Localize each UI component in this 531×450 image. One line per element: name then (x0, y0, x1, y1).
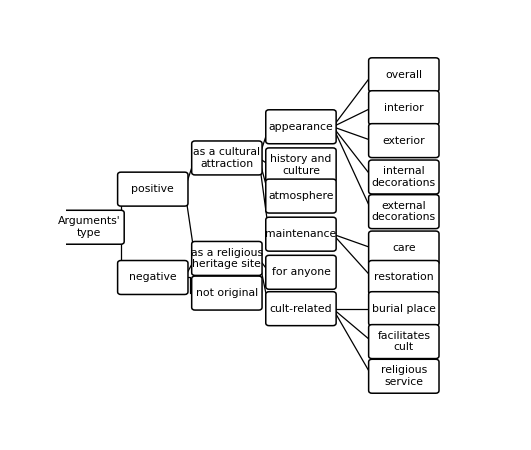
Text: internal
decorations: internal decorations (372, 166, 436, 188)
FancyBboxPatch shape (54, 210, 124, 244)
Text: for anyone: for anyone (271, 267, 330, 277)
FancyBboxPatch shape (266, 217, 336, 251)
Text: negative: negative (129, 273, 177, 283)
FancyBboxPatch shape (266, 148, 336, 182)
Text: appearance: appearance (269, 122, 333, 132)
Text: burial place: burial place (372, 304, 436, 314)
FancyBboxPatch shape (192, 141, 262, 175)
FancyBboxPatch shape (266, 110, 336, 144)
Text: external
decorations: external decorations (372, 201, 436, 222)
Text: cult-related: cult-related (270, 304, 332, 314)
Text: Arguments'
type: Arguments' type (58, 216, 121, 238)
FancyBboxPatch shape (369, 261, 439, 294)
Text: facilitates
cult: facilitates cult (378, 331, 430, 352)
FancyBboxPatch shape (117, 261, 188, 294)
FancyBboxPatch shape (266, 292, 336, 326)
Text: care: care (392, 243, 416, 253)
FancyBboxPatch shape (369, 231, 439, 265)
FancyBboxPatch shape (117, 172, 188, 206)
Text: religious
service: religious service (381, 365, 427, 387)
Text: restoration: restoration (374, 273, 434, 283)
FancyBboxPatch shape (369, 91, 439, 125)
Text: interior: interior (384, 103, 424, 112)
FancyBboxPatch shape (192, 276, 262, 310)
Text: positive: positive (131, 184, 174, 194)
FancyBboxPatch shape (369, 160, 439, 194)
FancyBboxPatch shape (369, 359, 439, 393)
Text: as a cultural
attraction: as a cultural attraction (193, 147, 260, 169)
FancyBboxPatch shape (266, 179, 336, 213)
Text: history and
culture: history and culture (270, 154, 332, 176)
Text: overall: overall (386, 70, 422, 80)
Text: atmosphere: atmosphere (268, 191, 333, 201)
Text: as a religious
heritage site: as a religious heritage site (191, 248, 263, 269)
FancyBboxPatch shape (369, 324, 439, 359)
FancyBboxPatch shape (369, 58, 439, 92)
Text: exterior: exterior (382, 135, 425, 146)
FancyBboxPatch shape (266, 255, 336, 289)
FancyBboxPatch shape (192, 242, 262, 275)
FancyBboxPatch shape (369, 195, 439, 229)
FancyBboxPatch shape (369, 292, 439, 326)
FancyBboxPatch shape (369, 124, 439, 158)
Text: maintenance: maintenance (266, 229, 337, 239)
Text: not original: not original (196, 288, 258, 298)
